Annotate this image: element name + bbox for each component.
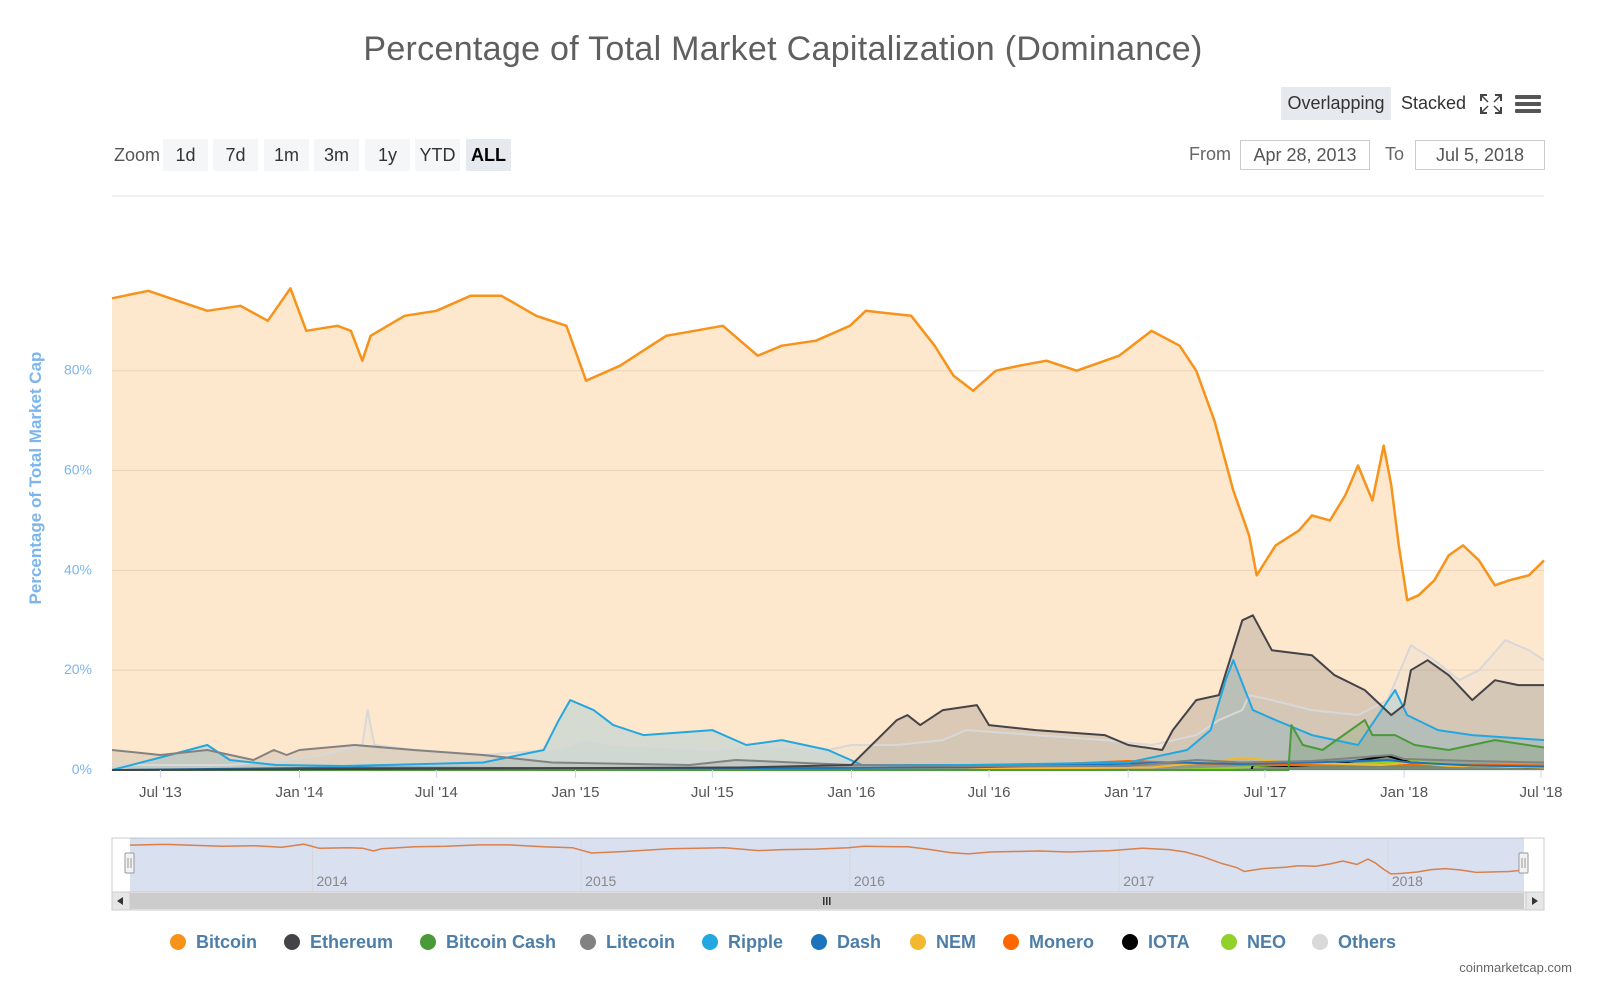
navigator-left-handle [124,852,135,874]
legend-marker [580,934,596,950]
navigator-tick-label: 2017 [1123,873,1154,889]
series-area-dash [112,760,1544,770]
legend-marker [420,934,436,950]
navigator-series [129,843,1525,875]
credits-link[interactable]: coinmarketcap.com [1459,960,1572,975]
x-tick-label: Jul '18 [1520,784,1563,801]
navigator-tick-label: 2016 [854,873,885,889]
legend-label: Bitcoin [196,932,257,952]
series-line-ethereum [111,614,1544,771]
series-line-bitcoin [111,287,1545,602]
y-tick-label: 0% [72,761,92,777]
legend-label: NEM [936,932,976,952]
navigator-mask [130,838,1524,892]
arrow-right-icon [1532,897,1538,905]
navigator-right-handle [1518,852,1529,874]
navigator-frame [111,837,1545,893]
zoom-1m-button[interactable]: 1m [264,139,309,171]
series-area-bitcoin [112,288,1544,770]
x-tick-label: Jan '15 [552,784,600,801]
x-tick-label: Jan '17 [1104,784,1152,801]
series-line-bitcoin-cash [112,719,1545,771]
legend-label: Bitcoin Cash [446,932,557,952]
navigator-tick-label: 2018 [1392,873,1423,889]
y-tick-label: 60% [64,462,92,478]
series-areas [112,288,1544,770]
chart-title: Percentage of Total Market Capitalizatio… [363,30,1203,68]
overlapping-button[interactable]: Overlapping [1281,87,1391,120]
x-tick-label: Jan '18 [1380,784,1428,801]
navigator-tick-label: 2014 [317,873,348,889]
navigator-tick-label: 2015 [585,873,616,889]
legend-marker [811,934,827,950]
series-line-others [112,639,1545,766]
legend-label: IOTA [1148,932,1190,952]
navigator: 2014 2015 2016 2017 2018 [111,837,1545,893]
x-axis-ticks: Jul '13 Jan '14 Jul '14 Jan '15 Jul '15 Jan '… [139,770,1562,801]
zoom-3m-button[interactable]: 3m [314,139,359,171]
legend-label: Ripple [728,932,784,952]
x-tick-label: Jul '13 [139,784,182,801]
x-tick-label: Jan '14 [276,784,324,801]
x-tick-label: Jul '16 [968,784,1011,801]
navigator-scrollbar [111,891,1545,911]
x-tick-label: Jul '14 [415,784,458,801]
zoom-all-button[interactable]: ALL [466,139,511,171]
scrollbar-grip-icon [823,897,831,905]
y-tick-label: 80% [64,362,92,378]
y-tick-label: 40% [64,561,92,577]
fullscreen-icon[interactable] [1480,94,1502,114]
range-to-input[interactable] [1415,140,1545,170]
x-tick-label: Jul '17 [1244,784,1287,801]
legend-marker [1003,934,1019,950]
legend-marker [1312,934,1328,950]
series-area-nem [112,757,1544,770]
legend-label: NEO [1247,932,1287,952]
zoom-label: Zoom [114,145,161,165]
series-area-ethereum [112,615,1544,770]
y-tick-label: 20% [64,661,92,677]
zoom-1d-button[interactable]: 1d [163,139,208,171]
legend-marker [910,934,926,950]
navigator-ticks: 2014 2015 2016 2017 2018 [317,873,1424,889]
legend-label: Monero [1029,932,1094,952]
legend-marker [1122,934,1138,950]
legend-label: Dash [837,932,882,952]
x-tick-label: Jul '15 [691,784,734,801]
legend-marker [284,934,300,950]
range-from-input[interactable] [1240,140,1370,170]
zoom-7d-button[interactable]: 7d [213,139,258,171]
series-lines [111,287,1545,771]
hamburger-menu-icon[interactable] [1515,93,1541,115]
legend-marker [170,934,186,950]
legend-marker [1221,934,1237,950]
stacked-button[interactable]: Stacked [1401,93,1467,113]
arrow-left-icon [117,897,123,905]
series-line-litecoin [111,744,1545,767]
legend-label: Others [1338,932,1397,952]
legend-label: Ethereum [310,932,394,952]
range-to-label: To [1385,144,1405,164]
y-axis-ticks: 0% 20% 40% 60% 80% [64,362,92,777]
legend-label: Litecoin [606,932,676,952]
x-tick-label: Jan '16 [827,784,875,801]
series-area-iota [112,756,1544,770]
legend-marker [702,934,718,950]
zoom-ytd-button[interactable]: YTD [415,139,460,171]
zoom-1y-button[interactable]: 1y [365,139,410,171]
range-from-label: From [1189,144,1231,164]
series-line-ripple [111,659,1545,771]
